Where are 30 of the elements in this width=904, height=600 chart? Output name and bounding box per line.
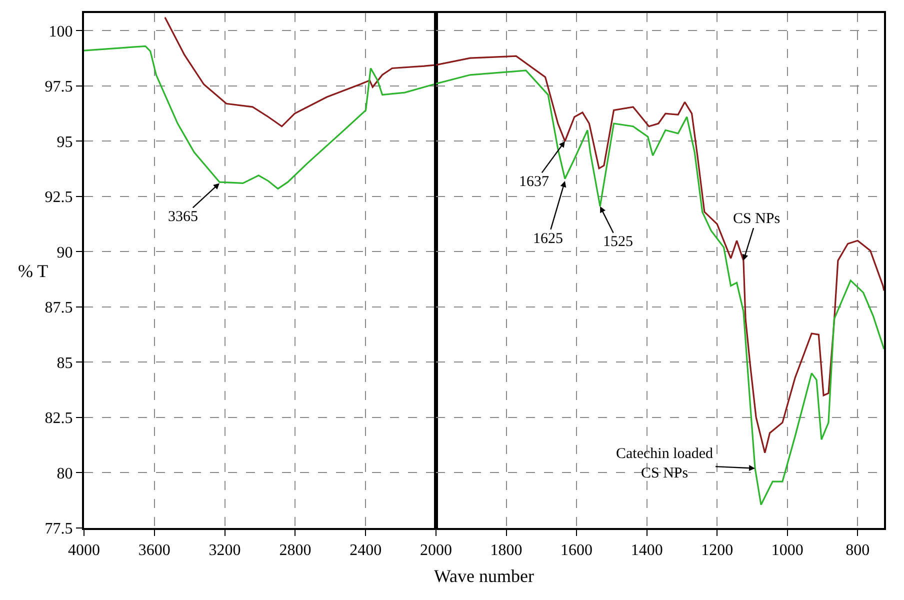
x-tick-label: 2400 <box>350 542 382 560</box>
annotation: 1525 <box>603 234 633 250</box>
annotation: CS NPs <box>733 211 780 227</box>
annotation: 1637 <box>519 174 550 190</box>
annotation: 3365 <box>168 209 198 225</box>
x-axis-title: Wave number <box>434 566 534 586</box>
y-tick-label: 92.5 <box>44 189 73 206</box>
x-tick-label: 2000 <box>420 542 452 560</box>
x-tick-label: 1400 <box>630 542 663 560</box>
x-tick-label: 1200 <box>701 542 734 560</box>
x-tick-label: 1800 <box>490 542 522 560</box>
y-tick-label: 87.5 <box>44 300 73 317</box>
y-tick-label: 95 <box>56 134 73 151</box>
annotation: 1625 <box>533 231 563 247</box>
y-tick-label: 77.5 <box>44 520 73 538</box>
x-tick-label: 1600 <box>560 542 593 560</box>
x-tick-label: 4000 <box>68 542 100 560</box>
y-tick-label: 82.5 <box>44 410 73 428</box>
y-tick-label: 80 <box>56 465 73 482</box>
x-tick-label: 3600 <box>138 542 170 560</box>
x-tick-label: 800 <box>846 542 870 560</box>
y-axis-title: % T <box>18 261 48 281</box>
y-tick-label: 97.5 <box>44 78 73 96</box>
x-tick-label: 1000 <box>771 542 804 560</box>
y-tick-label: 85 <box>56 354 73 372</box>
x-tick-label: 3200 <box>208 542 241 560</box>
y-tick-label: 100 <box>48 23 73 40</box>
annotation: Catechin loaded CS NPs <box>616 446 714 482</box>
y-tick-label: 90 <box>56 244 73 262</box>
x-tick-label: 2800 <box>279 542 312 560</box>
